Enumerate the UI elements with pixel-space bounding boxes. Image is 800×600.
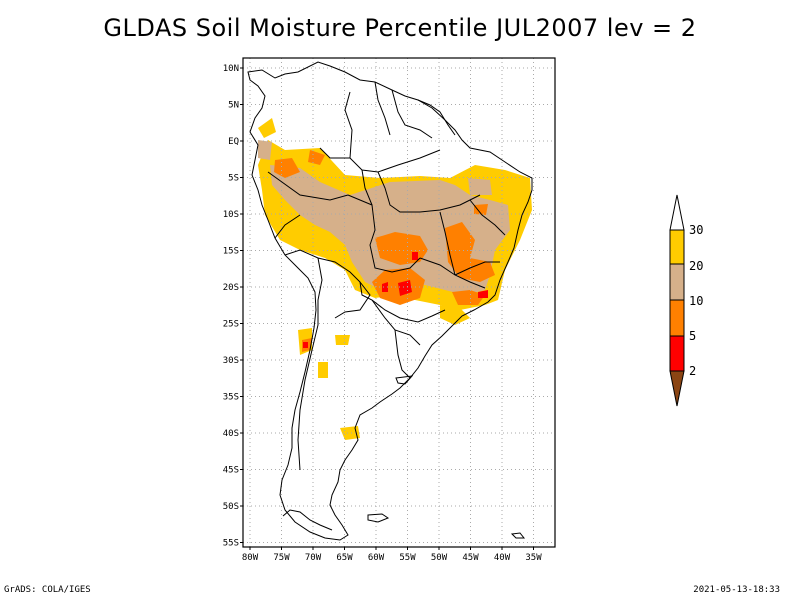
lon-label: 80W (242, 553, 259, 563)
colorbar-label: 2 (689, 364, 696, 378)
lat-label: 20S (223, 283, 239, 293)
lat-label: 10S (223, 210, 239, 220)
colorbar-seg-10-20 (669, 263, 685, 301)
lon-label: 55W (399, 553, 416, 563)
lat-label: 45S (223, 466, 239, 476)
lat-label: 40S (223, 429, 239, 439)
colorbar-label: 20 (689, 259, 703, 273)
colorbar-seg-20-30 (669, 229, 685, 265)
lon-label: 45W (462, 553, 479, 563)
lat-label: 50S (223, 502, 239, 512)
map-title: GLDAS Soil Moisture Percentile JUL2007 l… (103, 14, 697, 42)
lon-label: 70W (305, 553, 322, 563)
colorbar-seg-5-10 (669, 299, 685, 337)
lat-label: 55S (223, 539, 239, 549)
lon-label: 35W (525, 553, 542, 563)
lat-label: 10N (223, 64, 239, 74)
map-frame (242, 57, 556, 548)
colorbar: 30 20 10 5 2 (669, 194, 703, 407)
colorbar-label: 10 (689, 294, 703, 308)
shading-layer (258, 118, 532, 440)
lat-label: 5S (228, 174, 239, 184)
lat-label: 35S (223, 393, 239, 403)
colorbar-label: 30 (689, 223, 703, 237)
lon-label: 65W (336, 553, 353, 563)
latitude-labels: 10N 5N EQ 5S 10S 15S 20S 25S 30S 35S 40S 45S 50S 55S (223, 64, 243, 549)
colorbar-cap-bottom (669, 370, 685, 407)
colorbar-cap-top (669, 194, 685, 231)
footer-timestamp: 2021-05-13-18:33 (693, 585, 780, 595)
lat-label: 15S (223, 247, 239, 257)
shade-2-5 (303, 252, 488, 348)
colorbar-label: 5 (689, 329, 696, 343)
footer-credit: GrADS: COLA/IGES (4, 585, 91, 595)
lat-label: 5N (228, 101, 239, 111)
lon-label: 40W (494, 553, 511, 563)
lon-label: 50W (431, 553, 448, 563)
longitude-labels: 80W 75W 70W 65W 60W 55W 50W 45W 40W 35W (242, 547, 542, 563)
lat-label: 25S (223, 320, 239, 330)
coastline (247, 61, 533, 541)
lon-label: 60W (368, 553, 385, 563)
colorbar-seg-2-5 (669, 335, 685, 372)
lat-label: EQ (228, 137, 239, 147)
lat-label: 30S (223, 356, 239, 366)
lon-label: 75W (273, 553, 290, 563)
